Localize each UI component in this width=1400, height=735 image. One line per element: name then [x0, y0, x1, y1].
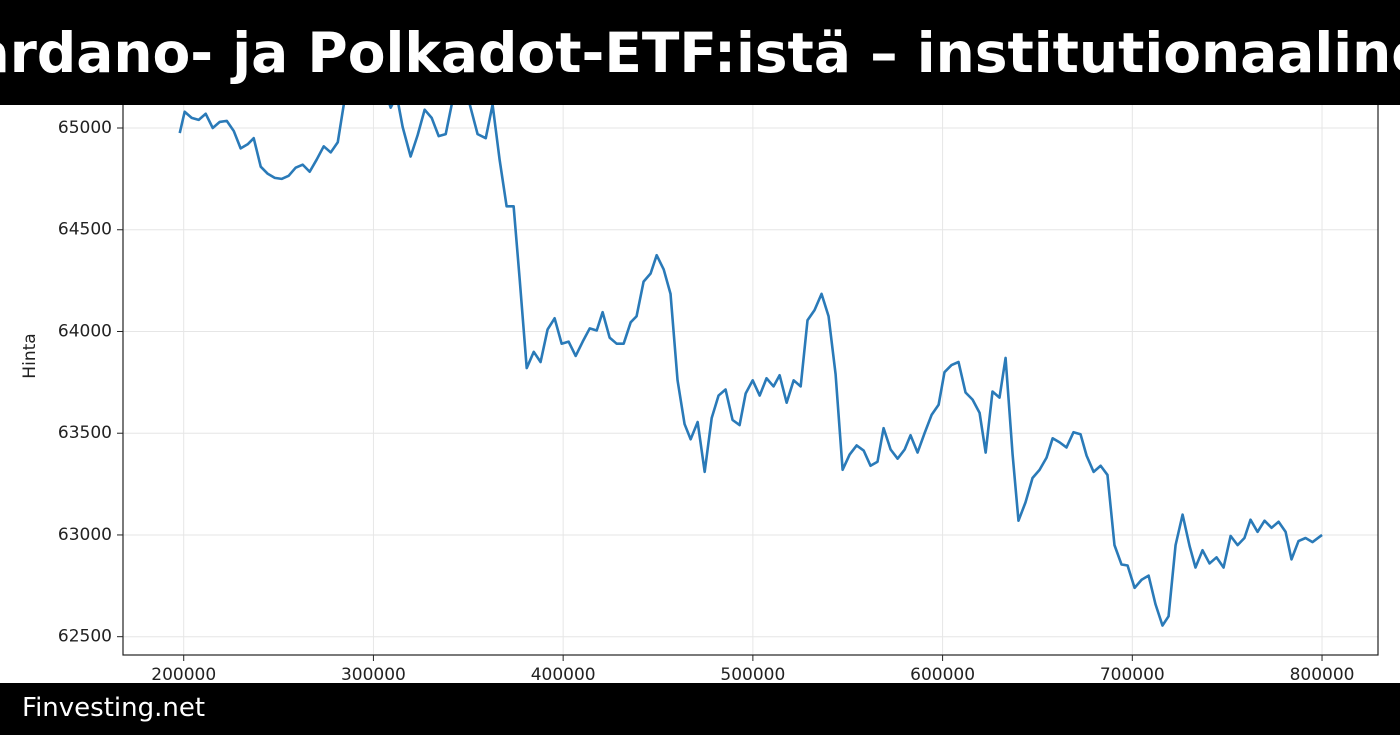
- y-tick-label: 64500: [58, 220, 112, 240]
- x-tick-label: 300000: [341, 665, 406, 685]
- title: Cardano- ja Polkadot-ETF:istä – institut…: [0, 20, 1400, 85]
- y-tick-label: 62500: [58, 627, 112, 647]
- x-tick-label: 600000: [910, 665, 975, 685]
- x-tick-label: 200000: [151, 665, 216, 685]
- x-tick-label: 500000: [720, 665, 785, 685]
- plot-frame: [122, 9, 1379, 656]
- y-tick-label: 64000: [58, 321, 112, 341]
- x-tick-label: 400000: [531, 665, 596, 685]
- title-banner: Cardano- ja Polkadot-ETF:istä – institut…: [0, 0, 1400, 105]
- site-name: Finvesting.net: [22, 693, 206, 723]
- y-tick-label: 63000: [58, 525, 112, 545]
- x-tick-label: 800000: [1290, 665, 1355, 685]
- x-tick-label: 700000: [1100, 665, 1165, 685]
- footer-bar: Finvesting.net: [0, 683, 1400, 735]
- y-axis-label: Hinta: [20, 333, 40, 378]
- y-tick-label: 65000: [58, 118, 112, 138]
- price-line: [178, 61, 1323, 627]
- y-tick-label: 63500: [58, 423, 112, 443]
